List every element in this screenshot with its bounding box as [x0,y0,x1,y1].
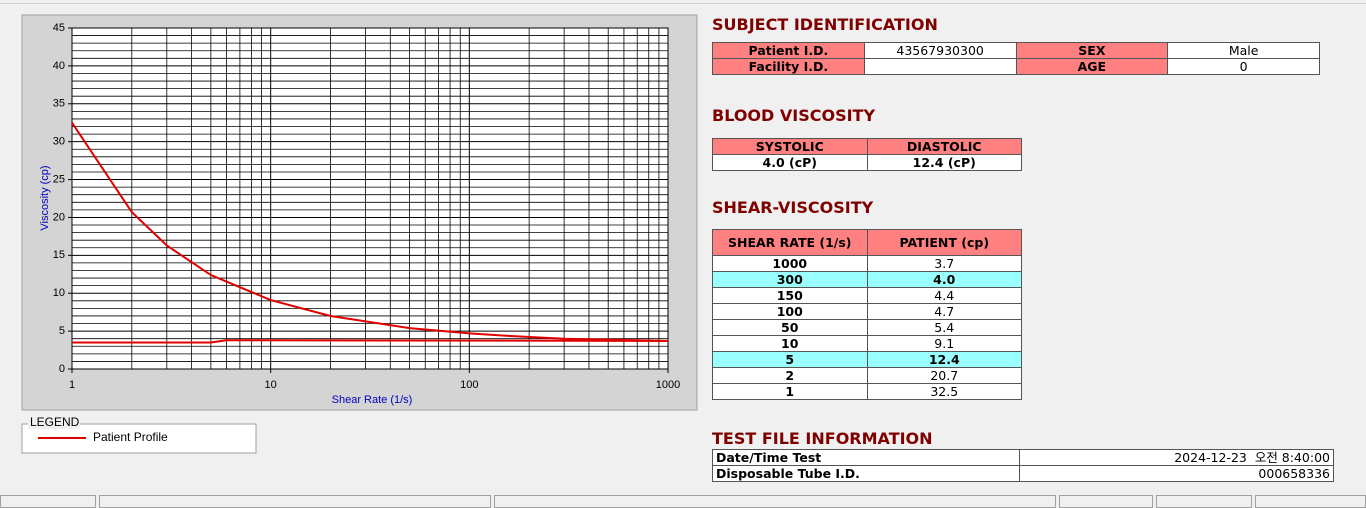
table-cell: Date/Time Test [712,449,1020,466]
table-row: 1000 3.7 [712,255,1022,272]
table-cell: SHEAR RATE (1/s) [712,229,868,256]
table-row: Facility I.D. AGE 0 [712,58,1320,75]
table-cell: 1000 [712,255,868,272]
table-cell: 300 [712,271,868,288]
table-row: 4.0 (cP) 12.4 (cP) [712,154,1022,171]
y-tick-label: 30 [53,136,65,148]
plot-border [71,27,669,370]
table-cell: Disposable Tube I.D. [712,465,1020,482]
blood-table: SYSTOLIC DIASTOLIC 4.0 (cP) 12.4 (cP) [712,138,1022,171]
table-row: 1 32.5 [712,383,1022,400]
section-title: TEST FILE INFORMATION [712,429,933,448]
table-cell: 2024-12-23 오전 8:40:00 [1019,449,1334,466]
table-cell: 4.4 [866,287,1022,304]
chart: Shear Rate (1/s) Viscosity (cp) LEGEND 0… [21,14,698,454]
top-bar [0,0,1366,4]
table-row: Patient I.D. 43567930300 SEX Male [712,42,1320,59]
table-row: SHEAR RATE (1/s) PATIENT (cp) [712,229,1022,256]
table-cell: Facility I.D. [712,58,865,75]
plot-area [72,28,668,369]
x-axis-title: Shear Rate (1/s) [332,394,413,406]
y-tick-label: 35 [53,98,65,110]
table-cell [863,58,1017,75]
status-pane [1255,495,1366,508]
table-cell: 4.0 [866,271,1022,288]
y-tick-label: 10 [53,287,65,299]
table-cell: 5.4 [866,319,1022,336]
table-row: 150 4.4 [712,287,1022,304]
test-file-table: Date/Time Test 2024-12-23 오전 8:40:00 Dispo… [712,449,1334,482]
data-line [71,122,669,344]
table-cell: 100 [712,303,868,320]
status-pane [1156,495,1252,508]
y-tick-label: 20 [53,211,65,223]
table-row: 100 4.7 [712,303,1022,320]
table-cell: 3.7 [866,255,1022,272]
subject-table: Patient I.D. 43567930300 SEX Male Facility I… [712,42,1320,75]
table-row: 50 5.4 [712,319,1022,336]
table-cell: 9.1 [866,335,1022,352]
status-pane [0,495,96,508]
table-row: 300 4.0 [712,271,1022,288]
legend-title-bg [28,417,80,429]
status-pane [1059,495,1153,508]
table-cell: SEX [1015,42,1169,59]
table-row: Disposable Tube I.D. 000658336 [712,465,1334,482]
table-cell: 12.4 [866,351,1022,368]
table-row: 2 20.7 [712,367,1022,384]
section-title: BLOOD VISCOSITY [712,106,876,125]
y-tick-label: 40 [53,60,65,72]
y-tick-label: 5 [59,325,65,337]
table-cell: SYSTOLIC [712,138,868,155]
status-pane [494,495,1056,508]
table-cell: 43567930300 [863,42,1017,59]
table-cell: 150 [712,287,868,304]
table-cell: 12.4 (cP) [866,154,1022,171]
table-row: 10 9.1 [712,335,1022,352]
table-cell: 1 [712,383,868,400]
table-row: Date/Time Test 2024-12-23 오전 8:40:00 [712,449,1334,466]
table-cell: 0 [1167,58,1320,75]
table-cell: Patient I.D. [712,42,865,59]
legend-label: Patient Profile [93,430,168,444]
table-cell: 2 [712,367,868,384]
legend-title: LEGEND [30,415,80,429]
table-cell: 10 [712,335,868,352]
table-cell: AGE [1015,58,1169,75]
table-cell: 4.7 [866,303,1022,320]
status-pane [99,495,491,508]
table-cell: 000658336 [1019,465,1334,482]
table-cell: 32.5 [866,383,1022,400]
section-title: SUBJECT IDENTIFICATION [712,15,938,34]
section-title: SHEAR-VISCOSITY [712,198,874,217]
x-tick-label: 1 [69,379,75,391]
table-cell: 5 [712,351,868,368]
y-tick-label: 0 [59,363,65,375]
x-tick-label: 100 [460,379,478,391]
y-axis-title: Viscosity (cp) [39,165,51,230]
table-cell: Male [1167,42,1320,59]
table-cell: 4.0 (cP) [712,154,868,171]
x-tick-label: 1000 [656,379,680,391]
table-row: SYSTOLIC DIASTOLIC [712,138,1022,155]
x-tick-label: 10 [265,379,277,391]
table-cell: 50 [712,319,868,336]
table-cell: PATIENT (cp) [866,229,1022,256]
y-tick-label: 45 [53,22,65,34]
table-row: 5 12.4 [712,351,1022,368]
table-cell: DIASTOLIC [866,138,1022,155]
shear-table: SHEAR RATE (1/s) PATIENT (cp) 1000 3.7 300 4.… [712,229,1022,400]
y-tick-label: 15 [53,249,65,261]
y-tick-label: 25 [53,173,65,185]
table-cell: 20.7 [866,367,1022,384]
